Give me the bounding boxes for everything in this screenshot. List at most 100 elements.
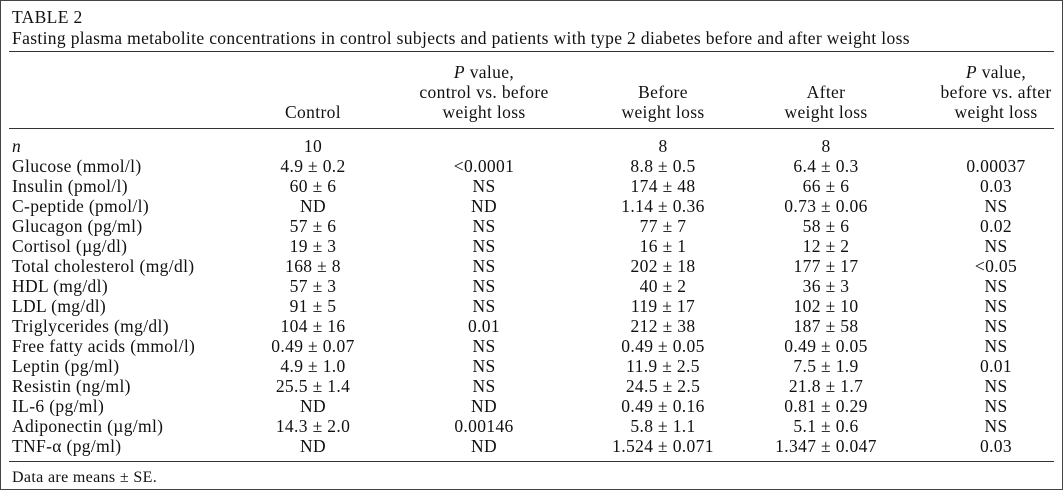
cell: 0.49 ± 0.05 — [784, 336, 868, 356]
header-cell: weight loss — [954, 102, 1037, 122]
cell: <0.05 — [974, 256, 1018, 276]
header-cell: P value, — [966, 62, 1026, 82]
cell: NS — [984, 276, 1008, 296]
header-italic: P — [453, 62, 465, 82]
header-text: value, — [464, 62, 515, 82]
header-text: Control — [285, 102, 341, 122]
header-text: weight loss — [954, 102, 1038, 122]
cell: NS — [472, 336, 496, 356]
cell: 177 ± 17 — [793, 256, 859, 276]
cell: 5.1 ± 0.6 — [793, 416, 859, 436]
cell: 57 ± 6 — [289, 216, 337, 236]
cell: 0.00037 — [966, 156, 1026, 176]
cell: NS — [984, 196, 1008, 216]
cell: 168 ± 8 — [285, 256, 341, 276]
header-text: value, — [976, 62, 1027, 82]
header-cell: Control — [285, 102, 341, 122]
cell: ND — [300, 436, 326, 456]
cell: 57 ± 3 — [289, 276, 337, 296]
cell: 36 ± 3 — [802, 276, 850, 296]
cell: 0.03 — [979, 176, 1013, 196]
cell: 66 ± 6 — [802, 176, 850, 196]
header-cell: weight loss — [442, 102, 525, 122]
cell: NS — [472, 256, 496, 276]
cell: NS — [472, 236, 496, 256]
row-label: LDL (mg/dl) — [12, 296, 107, 316]
header-cell: before vs. after — [940, 82, 1051, 102]
cell: NS — [984, 376, 1008, 396]
cell: 19 ± 3 — [289, 236, 337, 256]
row-label: Total cholesterol (mg/dl) — [12, 256, 195, 276]
cell: 77 ± 7 — [639, 216, 687, 236]
cell: 0.00146 — [454, 416, 514, 436]
cell: 5.8 ± 1.1 — [630, 416, 696, 436]
header-cell: P value, — [454, 62, 514, 82]
rule — [9, 128, 1054, 129]
cell: 12 ± 2 — [802, 236, 850, 256]
cell: 4.9 ± 1.0 — [280, 356, 346, 376]
header-italic: P — [965, 62, 977, 82]
row-label: Glucose (mmol/l) — [12, 156, 142, 176]
cell: ND — [471, 396, 497, 416]
footnote: Data are means ± SE. — [12, 469, 158, 486]
header-text: weight loss — [442, 102, 526, 122]
cell: 102 ± 10 — [793, 296, 859, 316]
table-caption: Fasting plasma metabolite concentrations… — [12, 28, 910, 48]
cell: NS — [984, 396, 1008, 416]
cell: 0.73 ± 0.06 — [784, 196, 868, 216]
row-label: Triglycerides (mg/dl) — [12, 316, 169, 336]
cell: NS — [472, 356, 496, 376]
cell: 25.5 ± 1.4 — [275, 376, 351, 396]
header-cell: weight loss — [784, 102, 867, 122]
cell: 10 — [303, 136, 323, 156]
row-label: C-peptide (pmol/l) — [12, 196, 150, 216]
cell: NS — [472, 276, 496, 296]
cell: 40 ± 2 — [639, 276, 687, 296]
cell: 174 ± 48 — [630, 176, 696, 196]
cell: 8 — [821, 136, 831, 156]
cell: 58 ± 6 — [802, 216, 850, 236]
cell: NS — [984, 416, 1008, 436]
header-text: control vs. before — [419, 82, 549, 102]
cell: 21.8 ± 1.7 — [788, 376, 864, 396]
cell: 104 ± 16 — [280, 316, 346, 336]
row-label: n — [12, 136, 22, 156]
cell: 0.01 — [979, 356, 1013, 376]
cell: NS — [472, 216, 496, 236]
header-text: After — [806, 82, 846, 102]
rule — [9, 461, 1054, 462]
cell: 14.3 ± 2.0 — [275, 416, 351, 436]
cell: 4.9 ± 0.2 — [280, 156, 346, 176]
cell: 1.524 ± 0.071 — [612, 436, 714, 456]
cell: 60 ± 6 — [289, 176, 337, 196]
cell: <0.0001 — [453, 156, 515, 176]
cell: 1.14 ± 0.36 — [621, 196, 705, 216]
cell: 0.49 ± 0.05 — [621, 336, 705, 356]
cell: 0.81 ± 0.29 — [784, 396, 868, 416]
header-cell: After — [807, 82, 846, 102]
row-label: Insulin (pmol/l) — [12, 176, 128, 196]
cell: 202 ± 18 — [630, 256, 696, 276]
header-cell: Before — [638, 82, 688, 102]
cell: 6.4 ± 0.3 — [793, 156, 859, 176]
cell: 119 ± 17 — [630, 296, 696, 316]
cell: 212 ± 38 — [630, 316, 696, 336]
cell: 1.347 ± 0.047 — [775, 436, 877, 456]
header-cell: control vs. before — [419, 82, 548, 102]
cell: 7.5 ± 1.9 — [793, 356, 859, 376]
cell: 8 — [658, 136, 668, 156]
table-title: TABLE 2 — [12, 7, 83, 27]
cell: NS — [984, 296, 1008, 316]
cell: 91 ± 5 — [289, 296, 337, 316]
header-text: before vs. after — [940, 82, 1052, 102]
cell: NS — [472, 376, 496, 396]
cell: ND — [300, 196, 326, 216]
row-label: IL-6 (pg/ml) — [12, 396, 105, 416]
rule — [9, 51, 1054, 52]
cell: 0.49 ± 0.07 — [271, 336, 355, 356]
cell: NS — [984, 236, 1008, 256]
row-label: TNF-α (pg/ml) — [12, 436, 122, 456]
header-text: weight loss — [621, 102, 705, 122]
cell: 11.9 ± 2.5 — [626, 356, 700, 376]
cell: 0.49 ± 0.16 — [621, 396, 705, 416]
